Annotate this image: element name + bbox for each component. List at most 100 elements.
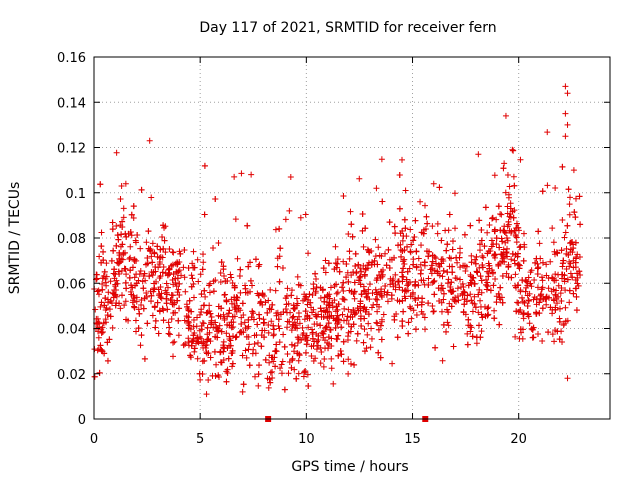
data-point (203, 349, 210, 356)
data-point (512, 251, 519, 258)
data-point (194, 256, 201, 263)
data-point (562, 287, 569, 294)
data-point (514, 299, 521, 306)
data-point (127, 254, 134, 261)
data-point (368, 325, 375, 332)
data-point (356, 274, 363, 281)
data-point (194, 334, 201, 341)
data-point (217, 349, 224, 356)
data-point (497, 284, 504, 291)
data-point (404, 282, 411, 289)
data-point (175, 268, 182, 275)
data-point (549, 310, 556, 317)
data-point (478, 237, 485, 244)
data-point (478, 289, 485, 296)
data-point (467, 322, 474, 329)
data-point (318, 349, 325, 356)
data-point (574, 280, 581, 287)
data-point (507, 200, 514, 207)
data-point (356, 175, 363, 182)
data-point (402, 187, 409, 194)
data-point (554, 250, 561, 257)
data-point (276, 225, 283, 232)
data-point (462, 268, 469, 275)
data-point (567, 194, 574, 201)
data-point (395, 278, 402, 285)
data-point (335, 352, 342, 359)
data-point (338, 324, 345, 331)
data-point (348, 288, 355, 295)
data-point (223, 330, 230, 337)
data-point (435, 285, 442, 292)
data-point (96, 369, 103, 376)
data-point (513, 308, 520, 315)
data-point (549, 331, 556, 338)
data-point (97, 342, 104, 349)
data-point (513, 284, 519, 291)
data-point (246, 362, 253, 369)
data-point (276, 278, 283, 285)
data-point (206, 282, 213, 289)
data-point (348, 221, 355, 228)
x-tick-label: 10 (298, 432, 315, 447)
data-point (255, 382, 262, 389)
data-point (269, 301, 276, 308)
data-point (170, 281, 177, 288)
data-point (268, 354, 275, 361)
data-point (169, 277, 176, 284)
data-point (189, 338, 196, 345)
data-point (518, 294, 525, 301)
data-point (312, 270, 319, 277)
data-point (471, 280, 478, 287)
data-point (569, 274, 576, 281)
data-point (432, 344, 439, 351)
data-point (504, 203, 511, 210)
data-point (562, 318, 569, 325)
data-point (378, 156, 385, 163)
data-point (188, 272, 195, 279)
data-point (425, 275, 432, 282)
data-point (157, 294, 164, 301)
data-point (174, 275, 181, 282)
data-point (164, 272, 171, 279)
data-point (561, 278, 568, 285)
data-point (303, 341, 310, 348)
data-point (556, 336, 563, 343)
data-point (438, 282, 445, 289)
data-point (532, 309, 539, 316)
data-point (549, 225, 556, 232)
data-point (401, 288, 408, 295)
data-point (545, 285, 552, 292)
data-point (453, 254, 460, 261)
data-point (343, 317, 350, 324)
data-point (469, 308, 476, 315)
data-point (162, 249, 169, 256)
data-point (382, 250, 389, 257)
data-point (272, 287, 279, 294)
data-point (428, 270, 435, 277)
data-point (410, 307, 417, 314)
data-point (128, 232, 135, 239)
data-point (161, 237, 168, 244)
data-point (223, 297, 230, 304)
data-point (291, 305, 298, 312)
data-point (223, 378, 230, 385)
data-point (573, 293, 580, 300)
data-point (490, 282, 497, 289)
data-point (302, 308, 309, 315)
data-point (349, 313, 356, 320)
data-point (418, 242, 425, 249)
data-point (497, 210, 504, 217)
data-point (556, 318, 563, 325)
data-point (288, 364, 295, 371)
data-point (141, 355, 148, 362)
data-point (570, 245, 577, 252)
data-point (233, 333, 240, 340)
data-point (443, 328, 450, 335)
data-point (252, 373, 259, 380)
data-point (224, 321, 231, 328)
data-point (159, 269, 166, 276)
data-point (345, 370, 352, 377)
data-point (435, 261, 442, 268)
data-point (389, 360, 396, 367)
